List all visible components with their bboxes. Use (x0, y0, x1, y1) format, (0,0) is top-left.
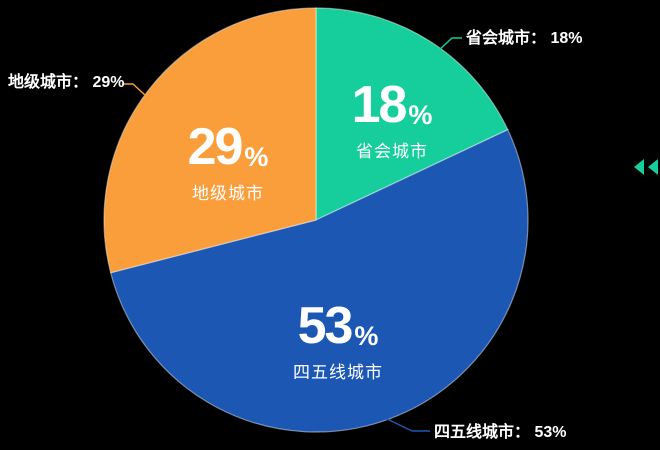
pie-slice-2[interactable] (103, 7, 317, 274)
callout-label-shenghui: 省会城市： 18% (466, 30, 583, 47)
callout-label-siwuxian: 四五线城市： 53% (434, 424, 567, 441)
callout-line-shenghui (436, 37, 462, 53)
callout-line-siwuxian (384, 417, 430, 432)
collapse-left-icon[interactable] (634, 158, 660, 176)
pie-slice-0[interactable] (315, 7, 509, 221)
callout-line-diji (122, 83, 147, 97)
pie-slices-group (103, 7, 529, 433)
callout-label-diji: 地级城市： 29% (8, 74, 125, 91)
